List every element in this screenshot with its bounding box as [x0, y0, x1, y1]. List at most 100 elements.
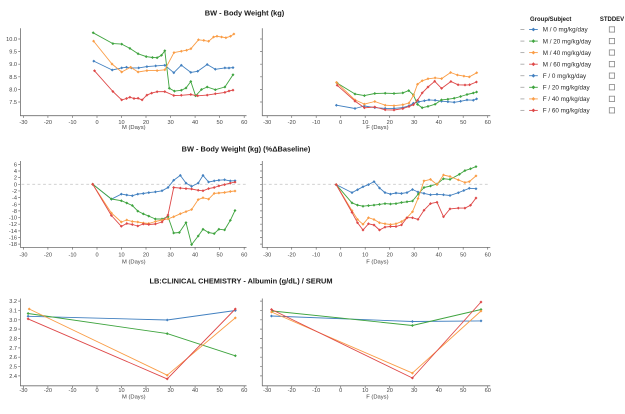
svg-text:STDDEV: STDDEV — [600, 17, 624, 23]
svg-text:50: 50 — [460, 120, 466, 126]
svg-text:-2: -2 — [12, 189, 17, 195]
svg-text:Group/Subject: Group/Subject — [530, 17, 571, 23]
svg-text:10: 10 — [118, 252, 124, 258]
svg-text:60: 60 — [485, 120, 491, 126]
svg-text:-14: -14 — [9, 229, 17, 235]
svg-text:9.0: 9.0 — [9, 62, 17, 68]
svg-text:0: 0 — [339, 388, 342, 394]
svg-text:10: 10 — [362, 252, 368, 258]
svg-text:0: 0 — [14, 182, 17, 188]
svg-text:20: 20 — [143, 388, 149, 394]
svg-text:F / 60 mg/kg/day: F / 60 mg/kg/day — [543, 108, 591, 115]
svg-text:40: 40 — [192, 388, 198, 394]
svg-text:3.1: 3.1 — [9, 308, 17, 314]
svg-text:10.0: 10.0 — [6, 37, 17, 43]
svg-text:60: 60 — [241, 252, 247, 258]
svg-text:2.6: 2.6 — [9, 355, 17, 361]
svg-text:-10: -10 — [68, 388, 76, 394]
svg-text:F (Days): F (Days) — [366, 260, 388, 266]
svg-text:-20: -20 — [288, 120, 296, 126]
svg-text:30: 30 — [411, 120, 417, 126]
svg-text:2.8: 2.8 — [9, 337, 17, 343]
svg-text:40: 40 — [436, 388, 442, 394]
svg-text:30: 30 — [167, 388, 173, 394]
svg-text:4: 4 — [14, 169, 17, 175]
svg-text:60: 60 — [485, 388, 491, 394]
svg-text:30: 30 — [167, 120, 173, 126]
svg-text:-20: -20 — [44, 388, 52, 394]
svg-text:40: 40 — [436, 120, 442, 126]
svg-text:20: 20 — [143, 252, 149, 258]
svg-text:6: 6 — [14, 162, 17, 168]
svg-text:50: 50 — [216, 120, 222, 126]
svg-text:BW - Body Weight (kg) (%ΔBasel: BW - Body Weight (kg) (%ΔBaseline) — [182, 144, 311, 153]
svg-text:3.2: 3.2 — [9, 299, 17, 305]
svg-text:F / 40 mg/kg/day: F / 40 mg/kg/day — [543, 96, 591, 103]
svg-text:-6: -6 — [12, 202, 17, 208]
svg-text:0: 0 — [95, 388, 98, 394]
svg-text:30: 30 — [167, 252, 173, 258]
svg-text:F (Days): F (Days) — [366, 125, 388, 131]
svg-text:20: 20 — [387, 388, 393, 394]
svg-text:40: 40 — [436, 252, 442, 258]
svg-text:M (Days): M (Days) — [122, 260, 146, 266]
svg-text:-30: -30 — [19, 388, 27, 394]
svg-text:-30: -30 — [19, 252, 27, 258]
svg-text:60: 60 — [485, 252, 491, 258]
svg-text:-10: -10 — [68, 120, 76, 126]
svg-text:F / 20 mg/kg/day: F / 20 mg/kg/day — [543, 85, 591, 92]
svg-text:60: 60 — [241, 120, 247, 126]
svg-text:M / 0 mg/kg/day: M / 0 mg/kg/day — [543, 27, 589, 34]
svg-text:10: 10 — [118, 120, 124, 126]
svg-text:60: 60 — [241, 388, 247, 394]
svg-text:0: 0 — [95, 252, 98, 258]
svg-text:-30: -30 — [263, 120, 271, 126]
svg-text:0: 0 — [95, 120, 98, 126]
svg-text:50: 50 — [460, 388, 466, 394]
svg-text:50: 50 — [216, 252, 222, 258]
svg-text:-20: -20 — [44, 252, 52, 258]
svg-text:7.5: 7.5 — [9, 100, 17, 106]
svg-text:M (Days): M (Days) — [122, 395, 146, 401]
svg-text:2.5: 2.5 — [9, 365, 17, 371]
svg-text:9.5: 9.5 — [9, 50, 17, 56]
svg-text:M / 40 mg/kg/day: M / 40 mg/kg/day — [543, 50, 592, 57]
svg-text:-20: -20 — [288, 388, 296, 394]
svg-text:30: 30 — [411, 252, 417, 258]
svg-text:0: 0 — [339, 120, 342, 126]
svg-text:-10: -10 — [312, 388, 320, 394]
svg-text:30: 30 — [411, 388, 417, 394]
svg-text:-20: -20 — [44, 120, 52, 126]
svg-text:-30: -30 — [263, 252, 271, 258]
svg-text:40: 40 — [192, 120, 198, 126]
svg-text:8.5: 8.5 — [9, 75, 17, 81]
svg-text:-12: -12 — [9, 222, 17, 228]
svg-text:-16: -16 — [9, 236, 17, 242]
svg-text:F (Days): F (Days) — [366, 395, 388, 401]
svg-text:-10: -10 — [312, 120, 320, 126]
svg-text:-18: -18 — [9, 242, 17, 248]
svg-text:2.4: 2.4 — [9, 374, 17, 380]
svg-text:BW - Body Weight (kg): BW - Body Weight (kg) — [205, 8, 285, 17]
svg-text:-8: -8 — [12, 209, 17, 215]
svg-text:8.0: 8.0 — [9, 87, 17, 93]
svg-text:-20: -20 — [288, 252, 296, 258]
svg-text:2.7: 2.7 — [9, 346, 17, 352]
svg-text:20: 20 — [143, 120, 149, 126]
svg-text:10: 10 — [362, 388, 368, 394]
svg-text:-30: -30 — [19, 120, 27, 126]
svg-text:20: 20 — [387, 120, 393, 126]
svg-text:M (Days): M (Days) — [122, 125, 146, 131]
svg-text:50: 50 — [460, 252, 466, 258]
svg-text:-30: -30 — [263, 388, 271, 394]
svg-text:-4: -4 — [12, 196, 17, 202]
svg-text:-10: -10 — [9, 216, 17, 222]
svg-text:3.0: 3.0 — [9, 318, 17, 324]
svg-text:LB:CLINICAL CHEMISTRY - Albumi: LB:CLINICAL CHEMISTRY - Albumin (g/dL) /… — [149, 276, 332, 285]
svg-text:20: 20 — [387, 252, 393, 258]
svg-text:40: 40 — [192, 252, 198, 258]
svg-text:-10: -10 — [312, 252, 320, 258]
svg-text:0: 0 — [339, 252, 342, 258]
svg-text:M / 20 mg/kg/day: M / 20 mg/kg/day — [543, 38, 592, 45]
svg-text:F / 0 mg/kg/day: F / 0 mg/kg/day — [543, 73, 587, 80]
